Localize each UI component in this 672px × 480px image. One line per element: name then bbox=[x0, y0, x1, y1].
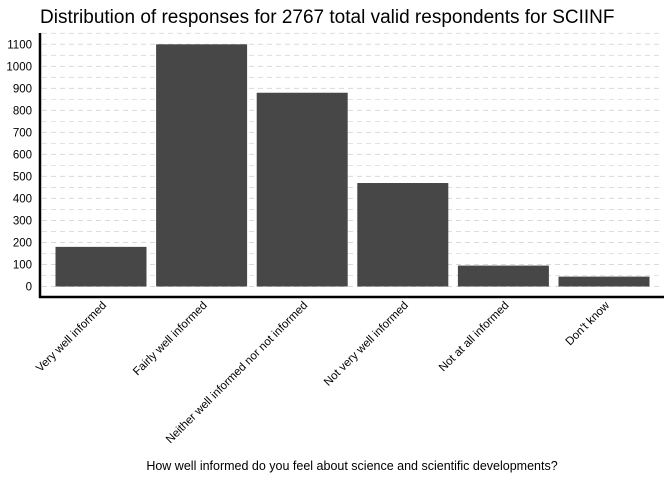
bar-5 bbox=[558, 276, 650, 287]
y-tick-labels: 0 100 200 300 400 500 600 700 800 900 1000 1100 bbox=[6, 39, 32, 293]
y-tick-label: 600 bbox=[13, 149, 32, 161]
x-tick-labels: Very well informed Fairly well informedNe… bbox=[34, 299, 612, 446]
bar-1 bbox=[156, 44, 248, 287]
y-tick-label: 1000 bbox=[6, 61, 32, 73]
gridlines bbox=[42, 32, 660, 287]
x-tick-label: Not at all informed bbox=[437, 300, 511, 374]
x-tick-label: Fairly well informed bbox=[131, 300, 210, 379]
x-axis-title: How well informed do you feel about scie… bbox=[146, 459, 557, 473]
y-tick-label: 700 bbox=[13, 127, 32, 139]
y-tick-label: 400 bbox=[13, 193, 32, 205]
y-tick-label: 1100 bbox=[7, 39, 32, 51]
y-tick-label: 500 bbox=[13, 171, 32, 183]
bar-4 bbox=[457, 265, 549, 287]
chart-title: Distribution of responses for 2767 total… bbox=[40, 7, 615, 28]
x-tick-label: Not very well informed bbox=[322, 300, 411, 389]
y-tick-label: 0 bbox=[26, 282, 32, 294]
x-tick-label: Don't know bbox=[564, 299, 613, 348]
bar-2 bbox=[256, 92, 348, 287]
bar-3 bbox=[357, 183, 449, 287]
y-tick-label: 900 bbox=[13, 83, 32, 95]
axes bbox=[38, 33, 664, 299]
x-tick-label: Very well informed bbox=[34, 300, 109, 375]
bar-0 bbox=[55, 246, 147, 287]
y-tick-label: 800 bbox=[13, 105, 32, 117]
y-tick-label: 100 bbox=[13, 259, 32, 271]
y-tick-label: 200 bbox=[13, 237, 32, 249]
y-tick-label: 300 bbox=[13, 215, 32, 227]
bars bbox=[55, 44, 650, 287]
